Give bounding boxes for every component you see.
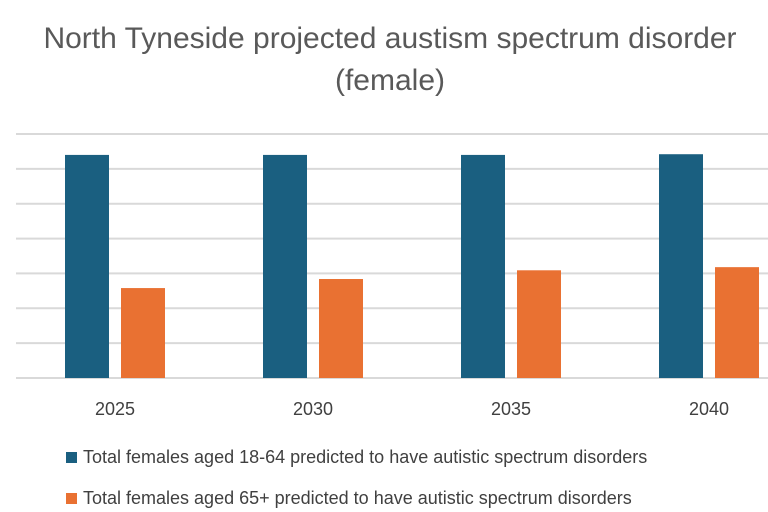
bar-2025-series-2 bbox=[121, 288, 165, 378]
x-tick-label: 2035 bbox=[491, 399, 531, 419]
legend-label: Total females aged 18-64 predicted to ha… bbox=[83, 447, 648, 467]
legend-item-65-plus: Total females aged 65+ predicted to have… bbox=[66, 488, 632, 509]
bar-2040-series-1 bbox=[659, 154, 703, 378]
x-tick-label: 2040 bbox=[689, 399, 729, 419]
legend-swatch bbox=[66, 493, 77, 504]
x-tick-label: 2030 bbox=[293, 399, 333, 419]
chart-title: North Tyneside projected austism spectru… bbox=[43, 22, 737, 97]
legend-label: Total females aged 65+ predicted to have… bbox=[83, 488, 632, 508]
legend-item-18-64: Total females aged 18-64 predicted to ha… bbox=[66, 447, 647, 468]
x-tick-label: 2025 bbox=[95, 399, 135, 419]
bar-2025-series-1 bbox=[65, 154, 109, 378]
bar-2040-series-2 bbox=[715, 267, 759, 378]
bar-2030-series-2 bbox=[319, 279, 363, 378]
bar-2030-series-1 bbox=[263, 154, 307, 378]
legend-swatch bbox=[66, 452, 77, 463]
bar-2035-series-2 bbox=[517, 270, 561, 378]
bar-2035-series-1 bbox=[461, 154, 505, 378]
